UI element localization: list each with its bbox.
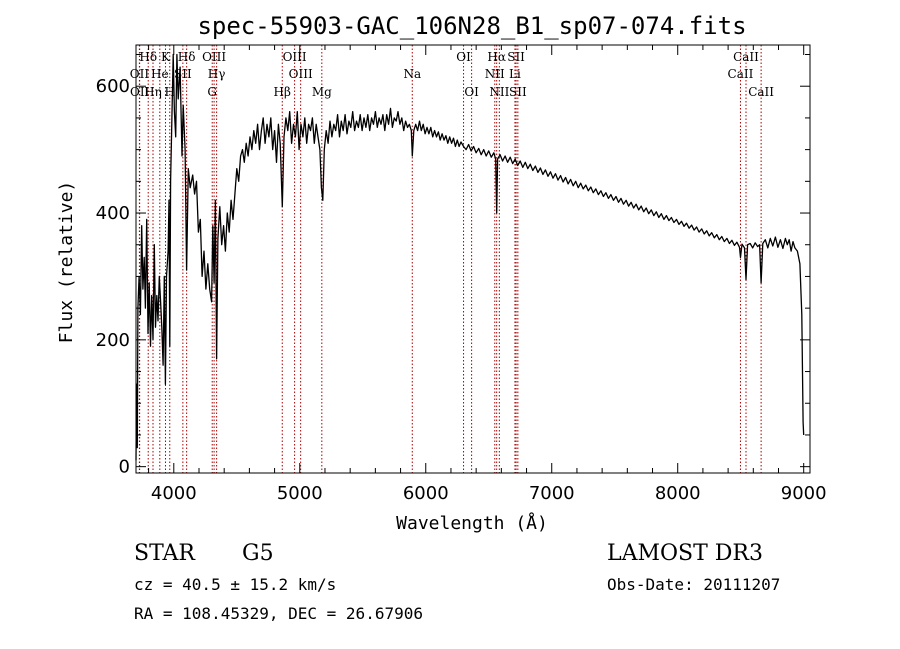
line-marker-label: OIII [283,50,307,64]
line-marker-label: CaII [728,67,754,81]
line-marker-label: OIII [202,50,226,64]
x-axis-ticks: 4000 5000 6000 7000 8000 9000 [148,45,827,504]
line-marker-label: OI [464,85,479,99]
y-axis-ticks: 0 200 400 600 [96,54,810,478]
line-marker-label: Hη [144,85,162,99]
line-marker-label: OIII [289,67,313,81]
y-tick-label: 200 [96,330,130,351]
line-marker-label: CaII [733,50,759,64]
object-class: STAR [134,541,196,566]
y-tick-label: 0 [119,457,130,478]
line-marker-label: Li [509,67,521,81]
line-marker-label: Mg [312,85,332,99]
observation-date: Obs-Date: 20111207 [607,575,780,594]
object-subclass: G5 [242,541,274,566]
x-tick-label: 6000 [403,483,449,504]
line-marker-label: SII [507,50,525,64]
line-marker-label: Hα [487,50,506,64]
x-tick-label: 8000 [655,483,701,504]
line-marker-label: He [151,67,169,81]
line-marker-label: K [161,50,171,64]
y-tick-label: 600 [96,76,130,97]
y-axis-label: Flux (relative) [56,181,77,344]
line-marker-label: NII [489,85,509,99]
survey-name: LAMOST DR3 [607,541,763,566]
line-marker-label: H [165,85,175,99]
line-marker-label: Hδ [139,50,157,64]
line-marker-label: Na [403,67,421,81]
redshift-cz: cz = 40.5 ± 15.2 km/s [134,575,336,594]
line-marker-label: OII [130,67,150,81]
line-marker-label: CaII [748,85,774,99]
line-marker-label: OII [130,85,150,99]
plot-frame [135,44,811,474]
line-marker-label: NII [485,67,505,81]
line-markers [138,45,762,473]
line-marker-label: Hγ [208,67,226,81]
line-marker-label: OI [456,50,471,64]
line-marker-label: SII [509,85,527,99]
spectrum-line [135,53,805,461]
line-marker-label: Hδ [178,50,196,64]
coordinates: RA = 108.45329, DEC = 26.67906 [134,604,423,623]
y-tick-label: 400 [96,203,130,224]
chart-title: spec-55903-GAC_106N28_B1_sp07-074.fits [197,12,746,40]
x-tick-label: 5000 [277,483,323,504]
line-marker-label: SII [174,67,192,81]
x-tick-label: 9000 [781,483,827,504]
line-marker-label: Hβ [274,85,291,99]
x-axis-label: Wavelength (Å) [396,512,548,534]
x-tick-label: 7000 [529,483,575,504]
x-tick-label: 4000 [151,483,197,504]
line-marker-label: G [207,85,217,99]
